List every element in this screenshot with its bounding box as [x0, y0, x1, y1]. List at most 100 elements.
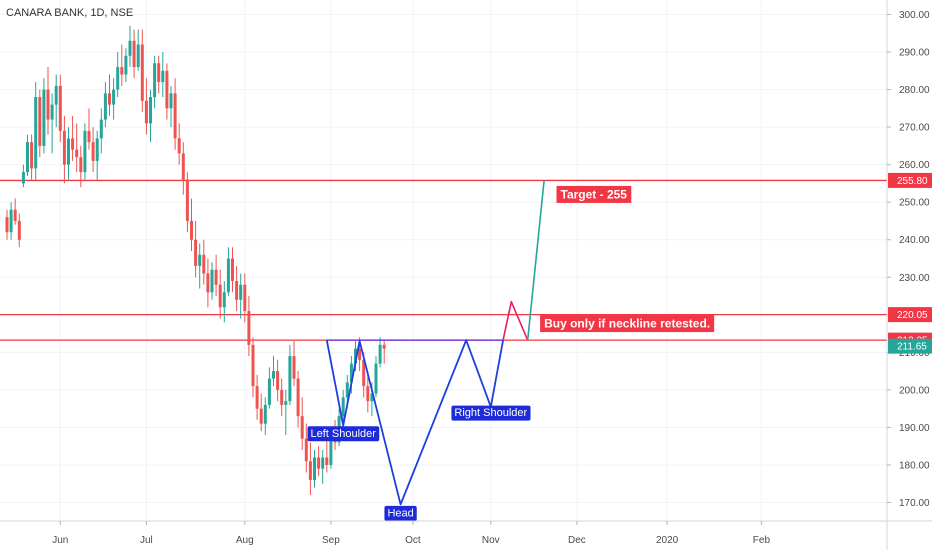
candle — [313, 449, 316, 488]
svg-text:220.05: 220.05 — [897, 310, 928, 321]
time-axis[interactable]: Jun Jul Aug Sep Oct Nov Dec 2020 Feb — [52, 521, 770, 546]
candle — [210, 262, 214, 300]
candle — [222, 281, 226, 323]
candle — [75, 123, 79, 173]
candle — [276, 359, 280, 402]
x-tick-label: Jul — [140, 535, 153, 546]
target-projection-line[interactable] — [526, 180, 545, 341]
candle — [374, 356, 378, 398]
candle — [157, 55, 161, 94]
x-tick-label: 2020 — [656, 535, 679, 546]
candle — [181, 142, 185, 195]
y-tick-label: 300.00 — [899, 10, 930, 21]
svg-text:Buy only if neckline retested.: Buy only if neckline retested. — [544, 317, 710, 331]
candle — [54, 74, 58, 128]
candle — [103, 82, 107, 128]
candle — [108, 74, 111, 116]
candle — [153, 55, 157, 109]
x-tick-label: Sep — [322, 535, 340, 546]
candle — [190, 198, 193, 251]
head-shoulders-line[interactable] — [325, 339, 504, 506]
candle — [144, 78, 148, 135]
price-tag: 220.05 — [888, 307, 932, 323]
candle — [95, 130, 99, 180]
candle — [288, 344, 292, 405]
candle — [67, 127, 70, 180]
candle — [366, 371, 370, 413]
candle — [9, 202, 13, 240]
candle — [206, 258, 210, 308]
y-tick-label: 190.00 — [899, 423, 930, 434]
candle — [83, 123, 87, 180]
candle — [62, 115, 66, 184]
candle — [46, 67, 50, 135]
candle — [325, 438, 329, 473]
candle — [112, 78, 116, 120]
pattern-label[interactable]: Right Shoulder — [451, 405, 531, 421]
candle — [202, 239, 206, 285]
candle — [218, 269, 222, 319]
price-tag: 255.80 — [888, 172, 932, 188]
candle — [251, 337, 255, 398]
candle — [136, 29, 140, 71]
x-tick-label: Jun — [52, 535, 68, 546]
candle — [99, 108, 103, 154]
y-tick-label: 180.00 — [899, 460, 930, 471]
candle — [239, 273, 243, 319]
candle — [91, 127, 95, 173]
y-tick-label: 240.00 — [899, 235, 930, 246]
candle — [214, 254, 218, 297]
svg-text:Left Shoulder: Left Shoulder — [310, 428, 376, 440]
candle — [243, 273, 247, 323]
svg-text:Head: Head — [387, 507, 413, 519]
retest-projection-line[interactable] — [502, 300, 529, 341]
pattern-label[interactable]: Head — [384, 505, 417, 521]
svg-text:Target - 255: Target - 255 — [561, 187, 628, 201]
candle — [17, 213, 21, 248]
pattern-label[interactable]: Left Shoulder — [307, 426, 380, 442]
candle — [231, 247, 234, 293]
y-tick-label: 270.00 — [899, 123, 930, 134]
candle — [304, 423, 308, 473]
candle — [165, 63, 169, 120]
pattern-lines — [325, 180, 545, 506]
candle — [308, 442, 312, 495]
candle — [87, 108, 91, 150]
candles — [5, 25, 386, 495]
candle — [280, 378, 284, 417]
grid — [0, 0, 887, 521]
candle — [259, 393, 263, 432]
candle — [149, 89, 152, 143]
y-tick-label: 170.00 — [899, 498, 930, 509]
candle — [13, 198, 17, 225]
y-tick-label: 280.00 — [899, 85, 930, 96]
horizontal-levels — [0, 179, 887, 341]
candle — [124, 48, 128, 83]
candle — [382, 341, 386, 364]
price-axis[interactable]: 170.00180.00190.00200.00210.00220.00230.… — [887, 10, 930, 509]
x-tick-label: Nov — [482, 535, 500, 546]
candle — [5, 209, 9, 240]
candle — [30, 134, 34, 180]
y-tick-label: 290.00 — [899, 48, 930, 59]
candle — [79, 145, 83, 188]
y-tick-label: 200.00 — [899, 385, 930, 396]
candle — [292, 341, 296, 387]
candle — [263, 397, 267, 435]
note-label[interactable]: Target - 255 — [556, 185, 632, 203]
candle — [34, 82, 38, 180]
candle — [50, 93, 54, 154]
candle — [58, 74, 62, 143]
candle — [161, 52, 165, 98]
candle — [300, 397, 304, 450]
note-label[interactable]: Buy only if neckline retested. — [540, 315, 715, 333]
candle — [296, 371, 300, 428]
candle — [185, 172, 189, 233]
candle — [38, 89, 42, 158]
y-tick-label: 250.00 — [899, 198, 930, 209]
candle — [378, 337, 382, 368]
candle — [317, 446, 321, 477]
candle — [71, 115, 75, 161]
